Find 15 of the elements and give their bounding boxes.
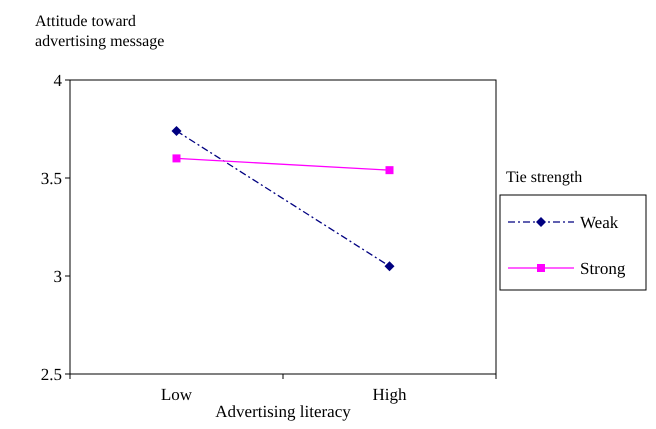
point: [172, 126, 182, 136]
point: [384, 261, 394, 272]
x-axis-title: Advertising literacy: [215, 402, 352, 421]
legend-label: Strong: [580, 258, 626, 278]
point: [172, 154, 180, 162]
y-tick-label: 3.5: [40, 168, 62, 188]
y-tick-label: 4: [54, 70, 62, 90]
y-axis-title: Attitude toward advertising message: [35, 13, 164, 50]
legend-title: Tie strength: [506, 169, 582, 186]
x-tick-label: High: [372, 385, 407, 404]
y-tick-label: 2.5: [40, 364, 62, 384]
point: [386, 166, 394, 174]
y-tick-label: 3: [54, 266, 62, 286]
legend-label: Weak: [580, 212, 619, 232]
x-tick-label: Low: [160, 385, 193, 404]
